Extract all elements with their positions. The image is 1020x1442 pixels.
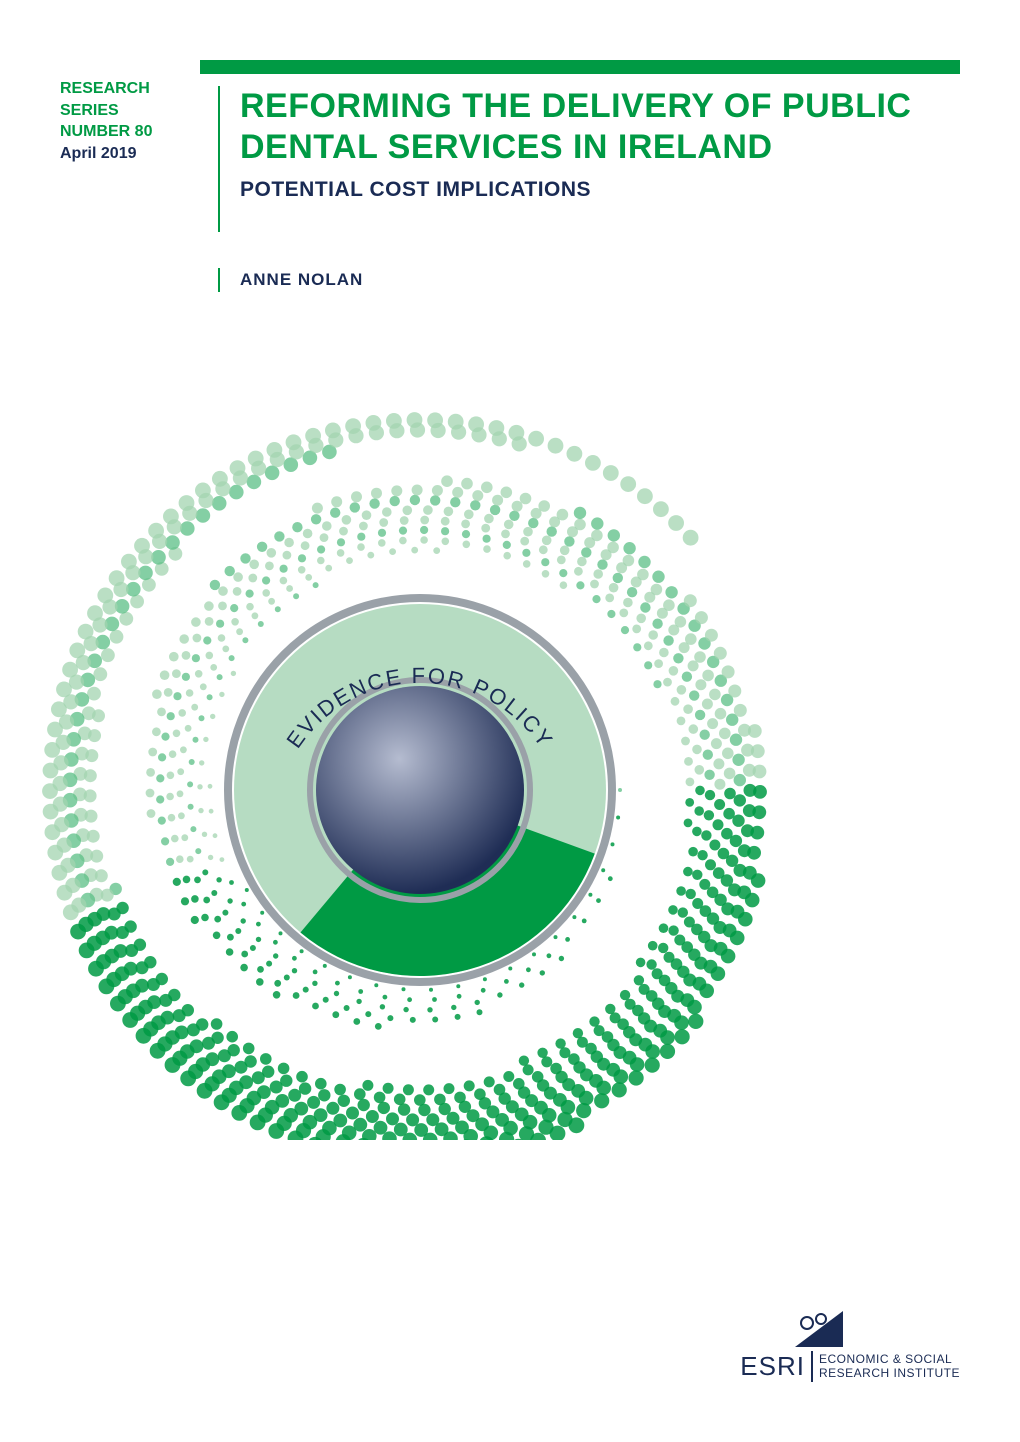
series-line-1: RESEARCH bbox=[60, 78, 190, 100]
org-full-name: ECONOMIC & SOCIAL RESEARCH INSTITUTE bbox=[819, 1353, 960, 1381]
title-block: REFORMING THE DELIVERY OF PUBLIC DENTAL … bbox=[218, 86, 960, 232]
series-line-2: SERIES bbox=[60, 100, 190, 122]
org-name-line-1: ECONOMIC & SOCIAL bbox=[819, 1353, 960, 1367]
series-line-4: April 2019 bbox=[60, 143, 190, 165]
esri-icon bbox=[785, 1309, 845, 1349]
org-logo: ESRI ECONOMIC & SOCIAL RESEARCH INSTITUT… bbox=[740, 1351, 960, 1382]
author-name: ANNE NOLAN bbox=[240, 270, 363, 290]
evidence-for-policy-graphic: EVIDENCE FOR POLICY bbox=[30, 360, 810, 1140]
series-block: RESEARCH SERIES NUMBER 80 April 2019 bbox=[60, 78, 190, 164]
org-short-name: ESRI bbox=[740, 1351, 813, 1382]
series-line-3: NUMBER 80 bbox=[60, 121, 190, 143]
author-block: ANNE NOLAN bbox=[218, 268, 363, 292]
report-subtitle: POTENTIAL COST IMPLICATIONS bbox=[240, 178, 960, 202]
report-title: REFORMING THE DELIVERY OF PUBLIC DENTAL … bbox=[240, 86, 960, 168]
header-bar bbox=[200, 60, 960, 74]
center-sphere bbox=[316, 686, 524, 894]
org-name-line-2: RESEARCH INSTITUTE bbox=[819, 1367, 960, 1381]
